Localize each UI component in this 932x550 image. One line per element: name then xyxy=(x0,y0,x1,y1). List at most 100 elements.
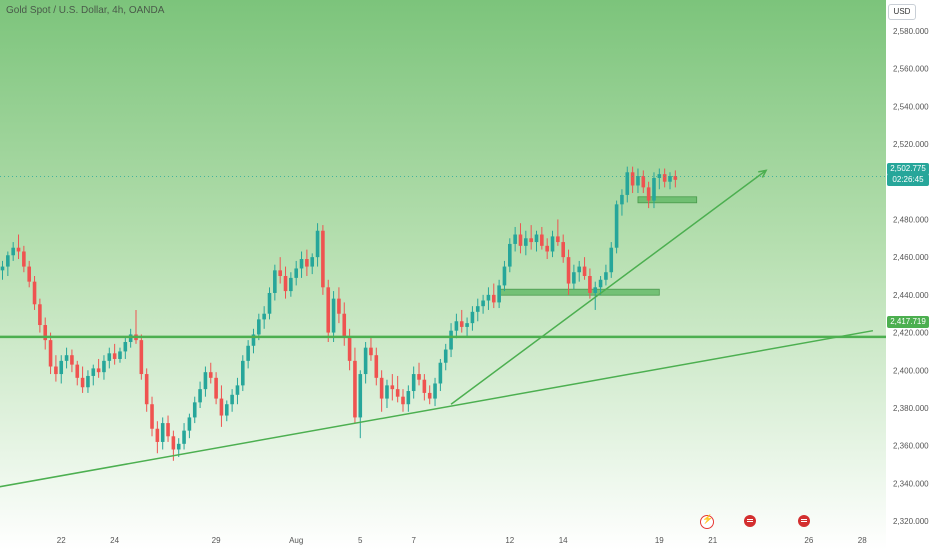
candle-body xyxy=(614,204,619,248)
bullish-candle xyxy=(513,226,517,252)
candle-body xyxy=(347,336,352,361)
y-tick-label: 2,400.000 xyxy=(893,366,929,375)
bullish-candle xyxy=(224,400,229,422)
y-tick-label: 2,420.000 xyxy=(893,329,929,338)
bullish-candle xyxy=(310,253,315,275)
candle-body xyxy=(604,272,608,280)
bearish-candle xyxy=(662,168,667,188)
candle-body xyxy=(630,172,635,186)
y-tick-label: 2,480.000 xyxy=(893,215,929,224)
bullish-candle xyxy=(406,385,411,412)
candle-body xyxy=(379,377,384,399)
bearish-candle xyxy=(529,225,533,250)
x-tick-label: 26 xyxy=(804,536,813,545)
candle-body xyxy=(657,174,662,178)
bearish-candle xyxy=(422,374,427,401)
support-zone[interactable] xyxy=(637,196,698,204)
candle-body xyxy=(144,374,149,405)
candle-body xyxy=(128,334,133,342)
bearish-candle xyxy=(491,283,496,309)
candle-body xyxy=(257,319,261,335)
projection-arrow-line[interactable] xyxy=(450,169,767,405)
bullish-candle xyxy=(273,264,277,301)
candle-body xyxy=(422,379,427,393)
candle-body xyxy=(96,368,101,373)
x-tick-label: 19 xyxy=(655,536,664,545)
bearish-candle xyxy=(144,368,149,412)
candle-body xyxy=(337,298,341,314)
bullish-candle xyxy=(358,370,363,439)
bearish-candle xyxy=(673,170,678,188)
candle-body xyxy=(0,266,5,271)
bullish-candle xyxy=(91,364,96,386)
support-zone[interactable] xyxy=(498,288,660,296)
candle-body xyxy=(70,355,74,365)
bullish-candle xyxy=(652,172,656,209)
x-tick-label: 5 xyxy=(358,536,363,545)
candle-body xyxy=(22,251,26,267)
candle-body xyxy=(566,257,571,284)
candle-body xyxy=(294,268,298,278)
candle-body xyxy=(326,287,331,333)
candle-body xyxy=(582,266,587,276)
candle-body xyxy=(182,430,186,444)
bearish-candle xyxy=(641,170,646,194)
candle-body xyxy=(273,270,277,293)
bullish-candle xyxy=(289,272,293,297)
candle-body xyxy=(470,311,475,324)
y-tick-label: 2,440.000 xyxy=(893,291,929,300)
bearish-candle xyxy=(43,317,48,350)
bearish-candle xyxy=(32,276,37,310)
candle-body xyxy=(572,272,576,284)
candle-body xyxy=(502,266,507,286)
us-flag-icon[interactable] xyxy=(744,515,756,527)
us-flag-icon[interactable] xyxy=(798,515,810,527)
candle-body xyxy=(524,238,528,246)
bearish-candle xyxy=(80,366,85,393)
currency-selector-button[interactable]: USD xyxy=(888,4,916,20)
bearish-candle xyxy=(566,249,571,295)
y-tick-label: 2,460.000 xyxy=(893,253,929,262)
y-tick-label: 2,320.000 xyxy=(893,517,929,526)
bullish-candle xyxy=(118,347,122,363)
bearish-candle xyxy=(70,349,74,373)
candle-body xyxy=(433,383,437,399)
y-tick-label: 2,560.000 xyxy=(893,65,929,74)
candle-body xyxy=(305,259,309,267)
bullish-candle xyxy=(198,381,202,408)
bearish-candle xyxy=(369,336,373,361)
candle-body xyxy=(475,306,480,312)
y-tick-label: 2,380.000 xyxy=(893,404,929,413)
bullish-candle xyxy=(438,358,443,392)
candle-body xyxy=(363,347,368,375)
candle-body xyxy=(465,323,469,327)
bullish-candle xyxy=(411,366,416,399)
candle-body xyxy=(518,234,523,246)
flash-icon[interactable] xyxy=(700,514,714,529)
bearish-candle xyxy=(556,219,560,246)
bearish-candle xyxy=(16,234,21,260)
bullish-candle xyxy=(433,377,437,407)
candle-body xyxy=(662,174,667,182)
trendline[interactable] xyxy=(0,329,874,488)
candle-body xyxy=(80,377,85,388)
bullish-candle xyxy=(160,417,165,450)
bullish-candle xyxy=(102,355,106,380)
candle-body xyxy=(550,236,555,252)
candle-body xyxy=(32,281,37,305)
candle-body xyxy=(278,270,282,276)
candle-body xyxy=(508,243,512,267)
bullish-candle xyxy=(64,347,69,369)
candle-body xyxy=(486,294,491,301)
candle-body xyxy=(449,330,453,350)
candle-body xyxy=(198,389,202,403)
x-tick-label: 28 xyxy=(858,536,867,545)
bullish-candle xyxy=(59,355,64,384)
bullish-candle xyxy=(11,242,15,261)
candle-body xyxy=(625,172,630,195)
candle-body xyxy=(561,242,565,258)
candle-body xyxy=(331,298,336,333)
bullish-candle xyxy=(176,438,181,458)
